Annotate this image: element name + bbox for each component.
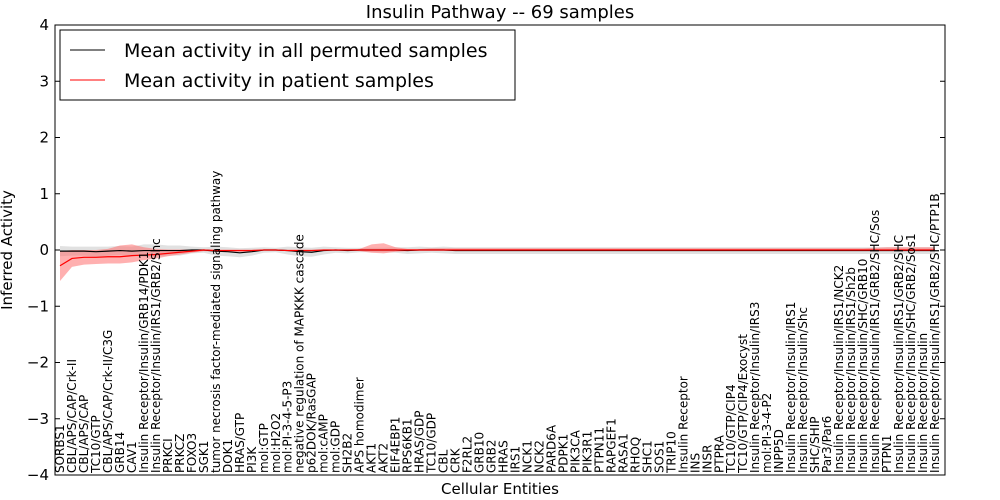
x-tick-label: APS homodimer xyxy=(353,377,367,473)
plot-frame xyxy=(54,24,946,476)
x-tick-label: Insulin Receptor/Insulin/IRS1 xyxy=(784,302,798,473)
x-tick-label: NCK1 xyxy=(520,440,534,473)
x-tick-label: PARD6A xyxy=(544,424,558,473)
x-tick-label: PI3K xyxy=(245,446,259,473)
x-tick-label: PIK3R1 xyxy=(580,431,594,473)
x-tick-label: Insulin Receptor/Insulin/SHC/GRB2/Sos1 xyxy=(904,233,918,473)
x-tick-label: Insulin Receptor/Insulin/IRS1/GRB2/Shc xyxy=(149,238,163,473)
x-tick-label: Insulin Receptor/Insulin/IRS1/GRB2/SHC/P… xyxy=(928,193,942,473)
x-tick-label: HRAS/GTP xyxy=(233,413,247,473)
x-tick-label: PIK3CA xyxy=(568,429,582,473)
x-tick-label: CAV1 xyxy=(125,441,139,473)
x-tick-label: tumor necrosis factor-mediated signaling… xyxy=(209,171,223,473)
y-axis-label: Inferred Activity xyxy=(0,190,16,310)
x-tick-label: RAPGEF1 xyxy=(604,418,618,473)
x-tick-label: INS xyxy=(688,453,702,473)
x-tick-label: RASA1 xyxy=(616,433,630,473)
x-tick-label: IRS1 xyxy=(508,446,522,473)
x-tick-label: SORBS1 xyxy=(53,424,67,473)
x-tick-label: TC10/GTP xyxy=(89,415,103,474)
x-tick-label: PRKCZ xyxy=(173,434,187,473)
x-tick-label: CBL/APS/CAP/Crk-II xyxy=(65,359,79,473)
x-tick-label: mol:cAMP xyxy=(317,414,331,473)
x-tick-label: TRIP10 xyxy=(664,431,678,474)
x-tick-label: Insulin Receptor/Insulin/IRS1/NCK2 xyxy=(832,265,846,473)
x-tick-label: SHC/SHIP xyxy=(808,417,822,473)
x-tick-label: mol:GDP xyxy=(329,421,343,473)
x-tick-label: SHC1 xyxy=(640,440,654,473)
x-tick-label: Insulin Receptor/Insulin/IRS1/GRB2/SHC xyxy=(892,235,906,473)
x-tick-label: mol:PI-3-4-P2 xyxy=(760,393,774,473)
x-tick-label: Insulin Receptor/Insulin/Shc xyxy=(796,307,810,473)
x-tick-label: GRB2 xyxy=(485,439,499,473)
y-tick-label: −2 xyxy=(27,354,49,372)
x-tick-label: negative regulation of MAPKKK cascade xyxy=(293,234,307,473)
x-tick-label: TC10/GTP/CIP4 xyxy=(724,384,738,474)
x-tick-label: EIF4EBP1 xyxy=(389,417,403,473)
x-tick-label: CBL xyxy=(437,449,451,473)
x-tick-label: Insulin Receptor/Insulin/IRS1/GRB2/SHC/S… xyxy=(868,210,882,473)
y-tick-label: −3 xyxy=(27,410,49,428)
x-tick-label: PTPN1 xyxy=(880,435,894,473)
x-tick-label: PRKCI xyxy=(161,438,175,473)
y-tick-label: 0 xyxy=(39,241,49,259)
x-tick-label: Insulin Receptor/Insulin/IRS3 xyxy=(748,302,762,473)
y-tick-label: 2 xyxy=(39,129,49,147)
x-tick-label: Insulin Receptor/Insulin/SHC/GRB10 xyxy=(856,259,870,473)
x-tick-label: Par3/Par6 xyxy=(820,416,834,473)
y-tick-label: 4 xyxy=(39,16,49,34)
x-tick-label: SOS1 xyxy=(652,441,666,473)
chart-title: Insulin Pathway -- 69 samples xyxy=(366,2,634,23)
x-tick-label: DOK1 xyxy=(221,439,235,473)
x-tick-label: PTPRA xyxy=(712,434,726,473)
x-tick-label: INPP5D xyxy=(772,429,786,473)
series-line-1 xyxy=(59,249,935,267)
x-tick-label: AKT2 xyxy=(377,443,391,473)
x-tick-label: PDPK1 xyxy=(556,434,570,473)
x-tick-label: CBL/APS/CAP xyxy=(77,395,91,473)
y-tick-label: 3 xyxy=(39,72,49,90)
x-tick-label: PTPN11 xyxy=(592,427,606,473)
x-tick-label: HRAS xyxy=(496,440,510,473)
x-tick-label: CRK xyxy=(449,447,463,473)
x-tick-label: Insulin Receptor xyxy=(676,376,690,473)
x-tick-label: HRAS/GDP xyxy=(413,410,427,473)
x-tick-label: Insulin Receptor/Insulin xyxy=(916,333,930,473)
y-tick-label: −1 xyxy=(27,297,49,315)
x-tick-label: mol:PI-3-4-5-P3 xyxy=(281,381,295,473)
x-axis-label: Cellular Entities xyxy=(441,480,559,498)
x-tick-label: TC10/GTP/CIP4/Exocyst xyxy=(736,334,750,474)
x-tick-label: F2RL2 xyxy=(461,436,475,473)
x-tick-label: GRB14 xyxy=(113,432,127,473)
x-tick-label: SGK1 xyxy=(197,441,211,473)
legend-label-patient: Mean activity in patient samples xyxy=(124,70,434,92)
y-tick-label: −4 xyxy=(27,466,49,484)
x-tick-label: TC10/GDP xyxy=(425,413,439,474)
x-tick-label: CBL/APS/CAP/Crk-II/C3G xyxy=(101,330,115,473)
x-tick-label: Insulin Receptor/Insulin/IRS1/Sh2b xyxy=(844,267,858,473)
x-tick-label: p62DOK/RasGAP xyxy=(305,373,319,473)
x-tick-label: mol:GTP xyxy=(257,423,271,473)
x-tick-label: RPS6KB1 xyxy=(401,418,415,473)
x-tick-label: SH2B2 xyxy=(341,433,355,473)
x-tick-label: GRB10 xyxy=(473,432,487,473)
legend-label-permuted: Mean activity in all permuted samples xyxy=(124,40,487,62)
x-tick-label: INSR xyxy=(700,445,714,473)
x-tick-label: RHOQ xyxy=(628,437,642,473)
y-tick-label: 1 xyxy=(39,185,49,203)
legend: Mean activity in all permuted samples Me… xyxy=(59,29,516,101)
x-tick-label: AKT1 xyxy=(365,443,379,473)
x-tick-label: mol:H2O2 xyxy=(269,413,283,473)
x-tick-label: Insulin Receptor/Insulin/GRB14/PDK1 xyxy=(137,252,151,473)
x-tick-label: NCK2 xyxy=(532,440,546,473)
x-tick-label: FOXO3 xyxy=(185,433,199,473)
legend-box xyxy=(59,29,516,101)
